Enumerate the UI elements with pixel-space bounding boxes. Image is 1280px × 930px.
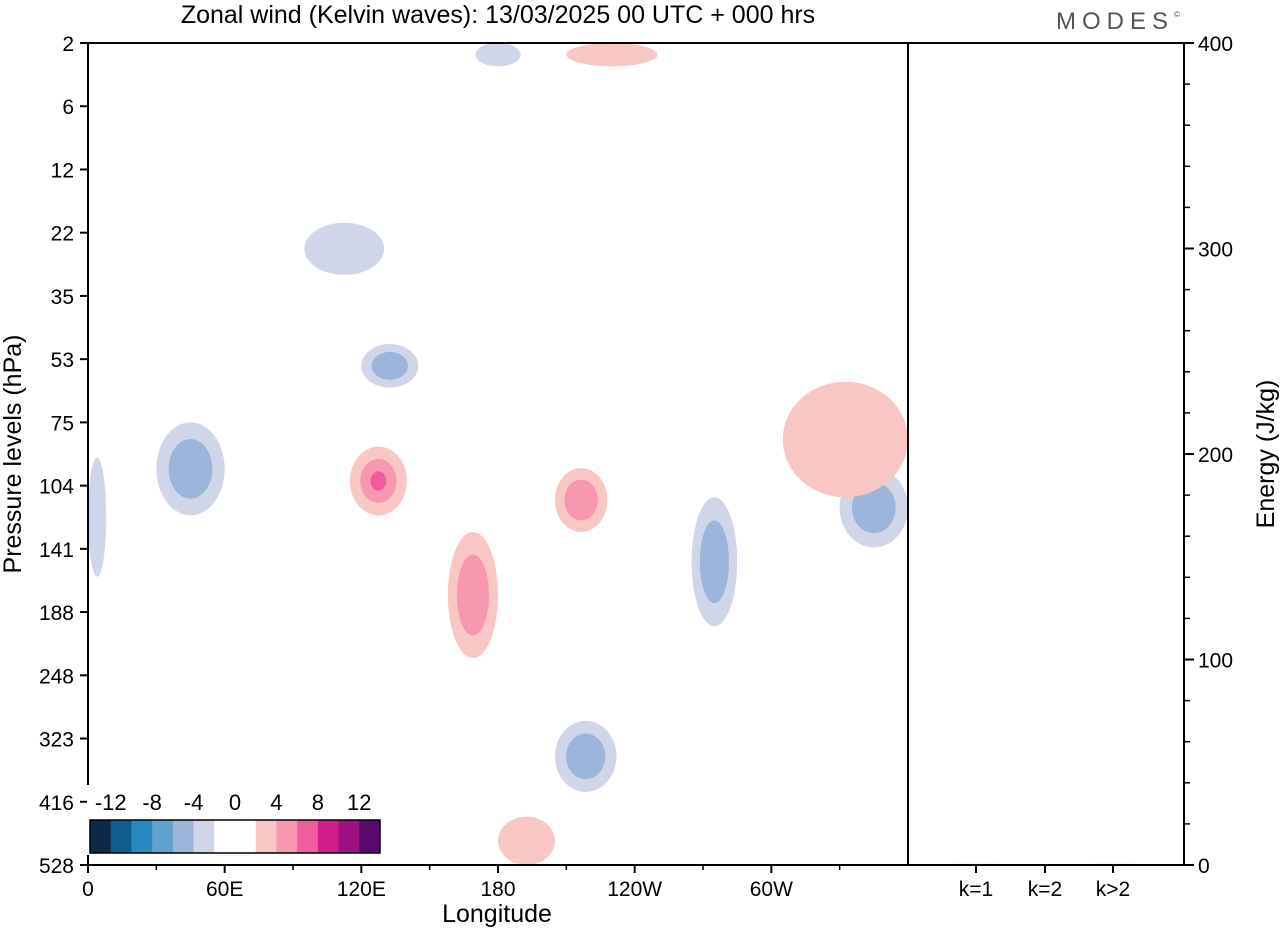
colorbar-swatch bbox=[214, 820, 236, 853]
colorbar-frame bbox=[89, 819, 381, 854]
wind-anomaly-region bbox=[564, 479, 598, 521]
y-tick-label: 188 bbox=[39, 602, 74, 625]
y-axis-label: Pressure levels (hPa) bbox=[0, 335, 27, 574]
y-tick-label: 12 bbox=[51, 159, 74, 182]
y-tick-label: 141 bbox=[39, 539, 74, 562]
x-tick-label: 0 bbox=[82, 878, 94, 901]
y-tick-label: 323 bbox=[39, 729, 74, 752]
energy-axis-label: Energy (J/kg) bbox=[1252, 380, 1280, 529]
x-tick-label: 120E bbox=[337, 878, 386, 901]
colorbar-swatch bbox=[235, 820, 257, 853]
wind-anomaly-region bbox=[304, 222, 385, 275]
colorbar-swatch bbox=[90, 820, 112, 853]
energy-category-label: k>2 bbox=[1096, 878, 1130, 901]
wind-anomaly-region bbox=[370, 471, 387, 491]
energy-category-label: k=1 bbox=[959, 878, 993, 901]
wind-anomaly-region bbox=[168, 439, 213, 499]
colorbar-label: -12 bbox=[95, 790, 127, 815]
x-tick-label: 60E bbox=[206, 878, 243, 901]
y-tick-label: 416 bbox=[39, 792, 74, 815]
colorbar-label: -4 bbox=[184, 790, 204, 815]
y-tick-label: 53 bbox=[51, 349, 74, 372]
colorbar-swatch bbox=[297, 820, 319, 853]
wind-anomaly-region bbox=[371, 351, 409, 380]
x-tick-label: 60W bbox=[750, 878, 793, 901]
energy-tick-label: 200 bbox=[1198, 444, 1233, 467]
wind-anomaly-region bbox=[566, 43, 658, 67]
colorbar-swatch bbox=[255, 820, 277, 853]
logo-text: MODES bbox=[1056, 8, 1175, 35]
pressure-axis: 2 6 12 22 35 53 75 104 141 188 248 323 416 528 bbox=[39, 33, 88, 878]
wind-anomaly-region bbox=[456, 554, 489, 636]
colorbar-swatch bbox=[317, 820, 340, 853]
colorbar-swatch bbox=[131, 820, 153, 853]
y-tick-label: 75 bbox=[51, 412, 74, 435]
energy-tick-label: 300 bbox=[1198, 239, 1233, 262]
wind-anomaly-region bbox=[699, 520, 729, 603]
chart-title: Zonal wind (Kelvin waves): 13/03/2025 00… bbox=[181, 1, 815, 29]
y-tick-label: 22 bbox=[51, 223, 74, 246]
colorbar: -12 -8 -4 0 4 8 12 bbox=[87, 785, 383, 855]
energy-tick-label: 0 bbox=[1198, 855, 1210, 878]
energy-tick-label: 400 bbox=[1198, 33, 1233, 56]
longitude-axis: 0 60E 120E 180 120W 60W bbox=[82, 865, 841, 901]
colorbar-label: 4 bbox=[270, 790, 282, 815]
x-axis-label: Longitude bbox=[442, 900, 552, 928]
energy-bar-chart: 0 100 200 300 400 k=1 k=2 k>2 bbox=[954, 33, 1233, 901]
colorbar-swatch bbox=[359, 820, 381, 853]
colorbar-swatch bbox=[110, 820, 132, 853]
wind-anomaly-region bbox=[782, 381, 908, 498]
colorbar-label: -8 bbox=[142, 790, 162, 815]
logo-copyright-mark: © bbox=[1174, 10, 1180, 19]
colorbar-swatch bbox=[172, 820, 195, 853]
colorbar-swatch bbox=[276, 820, 298, 853]
energy-category-label: k=2 bbox=[1028, 878, 1062, 901]
colorbar-swatch bbox=[338, 820, 360, 853]
wind-anomaly-region bbox=[498, 816, 555, 865]
colorbar-label: 0 bbox=[229, 790, 241, 815]
y-tick-label: 248 bbox=[39, 665, 74, 688]
wind-anomaly-region bbox=[566, 733, 606, 780]
modes-logo: MODES© bbox=[1056, 8, 1180, 36]
y-tick-label: 6 bbox=[62, 96, 74, 119]
energy-frame bbox=[907, 42, 1185, 866]
y-tick-label: 2 bbox=[62, 33, 74, 56]
energy-tick-label: 100 bbox=[1198, 650, 1233, 673]
x-tick-label: 120W bbox=[607, 878, 662, 901]
y-tick-label: 35 bbox=[51, 286, 74, 309]
x-tick-label: 180 bbox=[480, 878, 515, 901]
colorbar-swatch bbox=[193, 820, 215, 853]
heatmap-plot bbox=[88, 43, 908, 865]
wind-anomaly-region bbox=[851, 482, 896, 534]
wind-anomaly-region bbox=[475, 43, 521, 67]
y-tick-label: 528 bbox=[39, 855, 74, 878]
y-tick-label: 104 bbox=[39, 476, 74, 499]
wind-anomaly-region bbox=[88, 457, 107, 577]
colorbar-label: 12 bbox=[347, 790, 371, 815]
colorbar-swatch bbox=[152, 820, 174, 853]
colorbar-label: 8 bbox=[312, 790, 324, 815]
